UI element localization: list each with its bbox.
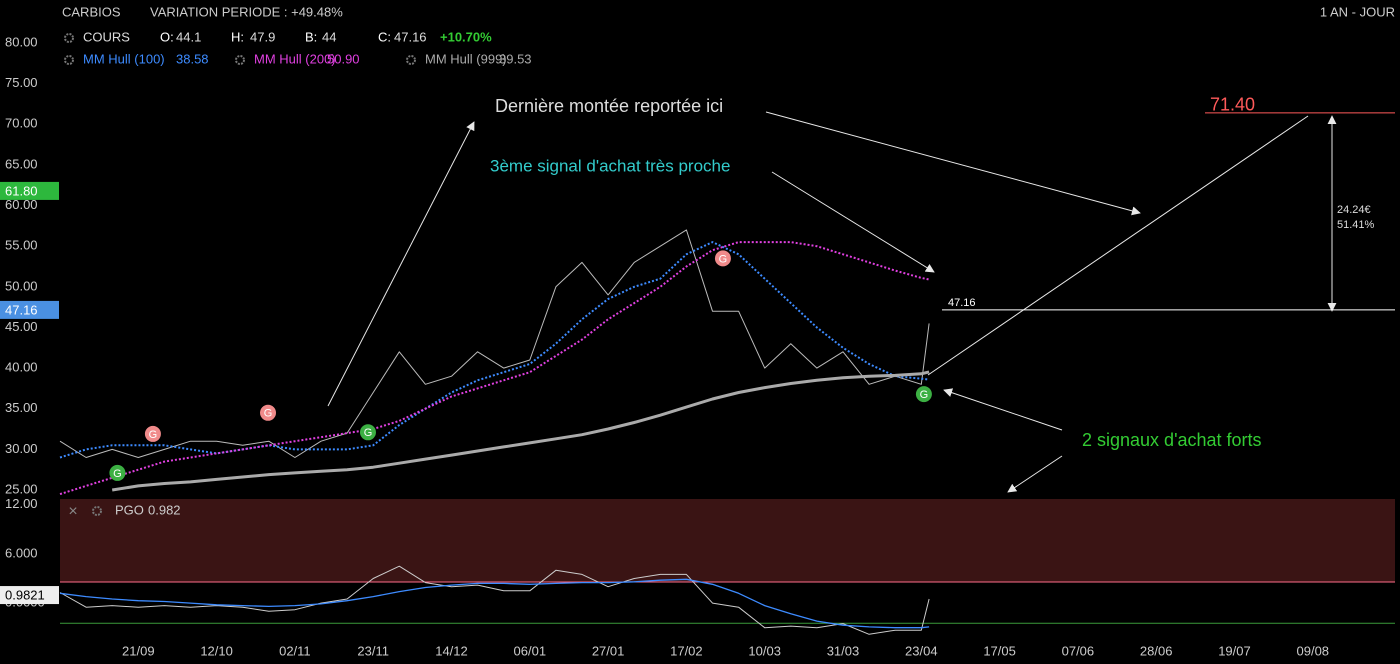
quote-key: C: [378, 29, 391, 44]
signal-label: G [719, 253, 728, 265]
quote-change: +10.70% [440, 29, 492, 44]
arrow [765, 111, 1141, 216]
level-label: 71.40 [1210, 95, 1255, 115]
quote-key: B: [305, 29, 317, 44]
y-tick-label: 35.00 [5, 400, 38, 415]
arrow [327, 121, 475, 407]
x-tick-label: 10/03 [748, 643, 781, 658]
legend-value: 50.90 [327, 51, 360, 66]
level-label: 47.16 [948, 297, 976, 309]
arrow [771, 171, 935, 273]
panel-title: PGO [115, 502, 144, 517]
x-tick-label: 12/10 [200, 643, 233, 658]
legend-name: MM Hull (999) [425, 51, 507, 66]
projection-line [927, 115, 1309, 376]
legend-value: 39.53 [499, 51, 532, 66]
series-line [59, 565, 930, 635]
y-tick-label: 50.00 [5, 278, 38, 293]
y-tick-label: 60.00 [5, 197, 38, 212]
y-tick-label: 80.00 [5, 34, 38, 49]
signal-marker [109, 464, 126, 481]
x-tick-label: 23/04 [905, 643, 938, 658]
x-tick-label: 14/12 [435, 643, 468, 658]
series-line [59, 229, 930, 458]
y-tick-label: 40.00 [5, 360, 38, 375]
y-tick-label: 70.00 [5, 116, 38, 131]
x-tick-label: 02/11 [279, 643, 311, 658]
x-tick-label: 07/06 [1062, 643, 1095, 658]
x-tick-label: 17/05 [983, 643, 1016, 658]
y-tick-label: 30.00 [5, 441, 38, 456]
signal-marker [359, 424, 376, 441]
series-line [111, 370, 930, 492]
quote-label: COURS [83, 29, 130, 44]
variation: VARIATION PERIODE : +49.48% [150, 4, 343, 19]
quote-key: O: [160, 29, 174, 44]
quote-value: 47.9 [250, 29, 275, 44]
legend-name: MM Hull (100) [83, 51, 165, 66]
close-icon[interactable]: × [68, 503, 77, 520]
symbol: CARBIOS [62, 4, 121, 19]
price-badge [0, 300, 59, 319]
y-tick-label: 75.00 [5, 75, 38, 90]
x-tick-label: 06/01 [514, 643, 547, 658]
signal-marker [915, 386, 932, 403]
x-tick-label: 28/06 [1140, 643, 1173, 658]
gear-icon [406, 55, 416, 65]
measure-label: 51.41% [1337, 219, 1375, 231]
signal-label: G [264, 408, 273, 420]
annotation: Dernière montée reportée ici [495, 96, 723, 116]
series-line [59, 241, 930, 496]
legend-value: 38.58 [176, 51, 209, 66]
annotation: 2 signaux d'achat forts [1082, 430, 1262, 450]
signal-label: G [364, 427, 373, 439]
arrow [1007, 455, 1063, 493]
price-badge-label: 0.9821 [5, 587, 45, 602]
signal-marker [144, 425, 161, 442]
legend-name: MM Hull (200) [254, 51, 336, 66]
y-tick-label: 45.00 [5, 319, 38, 334]
price-badge-label: 47.16 [5, 302, 38, 317]
price-badge [0, 586, 59, 605]
gear-icon[interactable] [64, 33, 74, 43]
overbought-zone [60, 499, 1395, 583]
price-badge [0, 181, 59, 200]
quote-value: 44 [322, 29, 336, 44]
arrow [943, 388, 1063, 431]
signal-label: G [149, 429, 158, 441]
gear-icon [92, 506, 102, 516]
panel-value: 0.982 [148, 502, 181, 517]
x-tick-label: 21/09 [122, 643, 155, 658]
y-tick-label: 25.00 [5, 481, 38, 496]
y-tick-label: 12.00 [5, 496, 38, 511]
x-tick-label: 17/02 [670, 643, 703, 658]
y-tick-label: 6.000 [5, 545, 38, 560]
x-tick-label: 19/07 [1218, 643, 1251, 658]
price-badge-label: 61.80 [5, 183, 38, 198]
quote-value: 47.16 [394, 29, 427, 44]
signal-label: G [920, 389, 929, 401]
x-tick-label: 23/11 [357, 643, 389, 658]
series-line [59, 578, 930, 629]
series-line [59, 241, 930, 459]
x-tick-label: 31/03 [827, 643, 860, 658]
period[interactable]: 1 AN - JOUR [1320, 4, 1395, 19]
gear-icon [64, 55, 74, 65]
signal-marker [260, 404, 277, 421]
gear-icon [235, 55, 245, 65]
x-tick-label: 09/08 [1297, 643, 1330, 658]
signal-marker [714, 250, 731, 267]
signal-label: G [113, 468, 122, 480]
quote-key: H: [231, 29, 244, 44]
quote-value: 44.1 [176, 29, 201, 44]
measure-label: 24.24€ [1337, 204, 1371, 216]
y-tick-label: 65.00 [5, 156, 38, 171]
x-tick-label: 27/01 [592, 643, 625, 658]
y-tick-label: 55.00 [5, 238, 38, 253]
annotation: 3ème signal d'achat très proche [490, 156, 730, 175]
